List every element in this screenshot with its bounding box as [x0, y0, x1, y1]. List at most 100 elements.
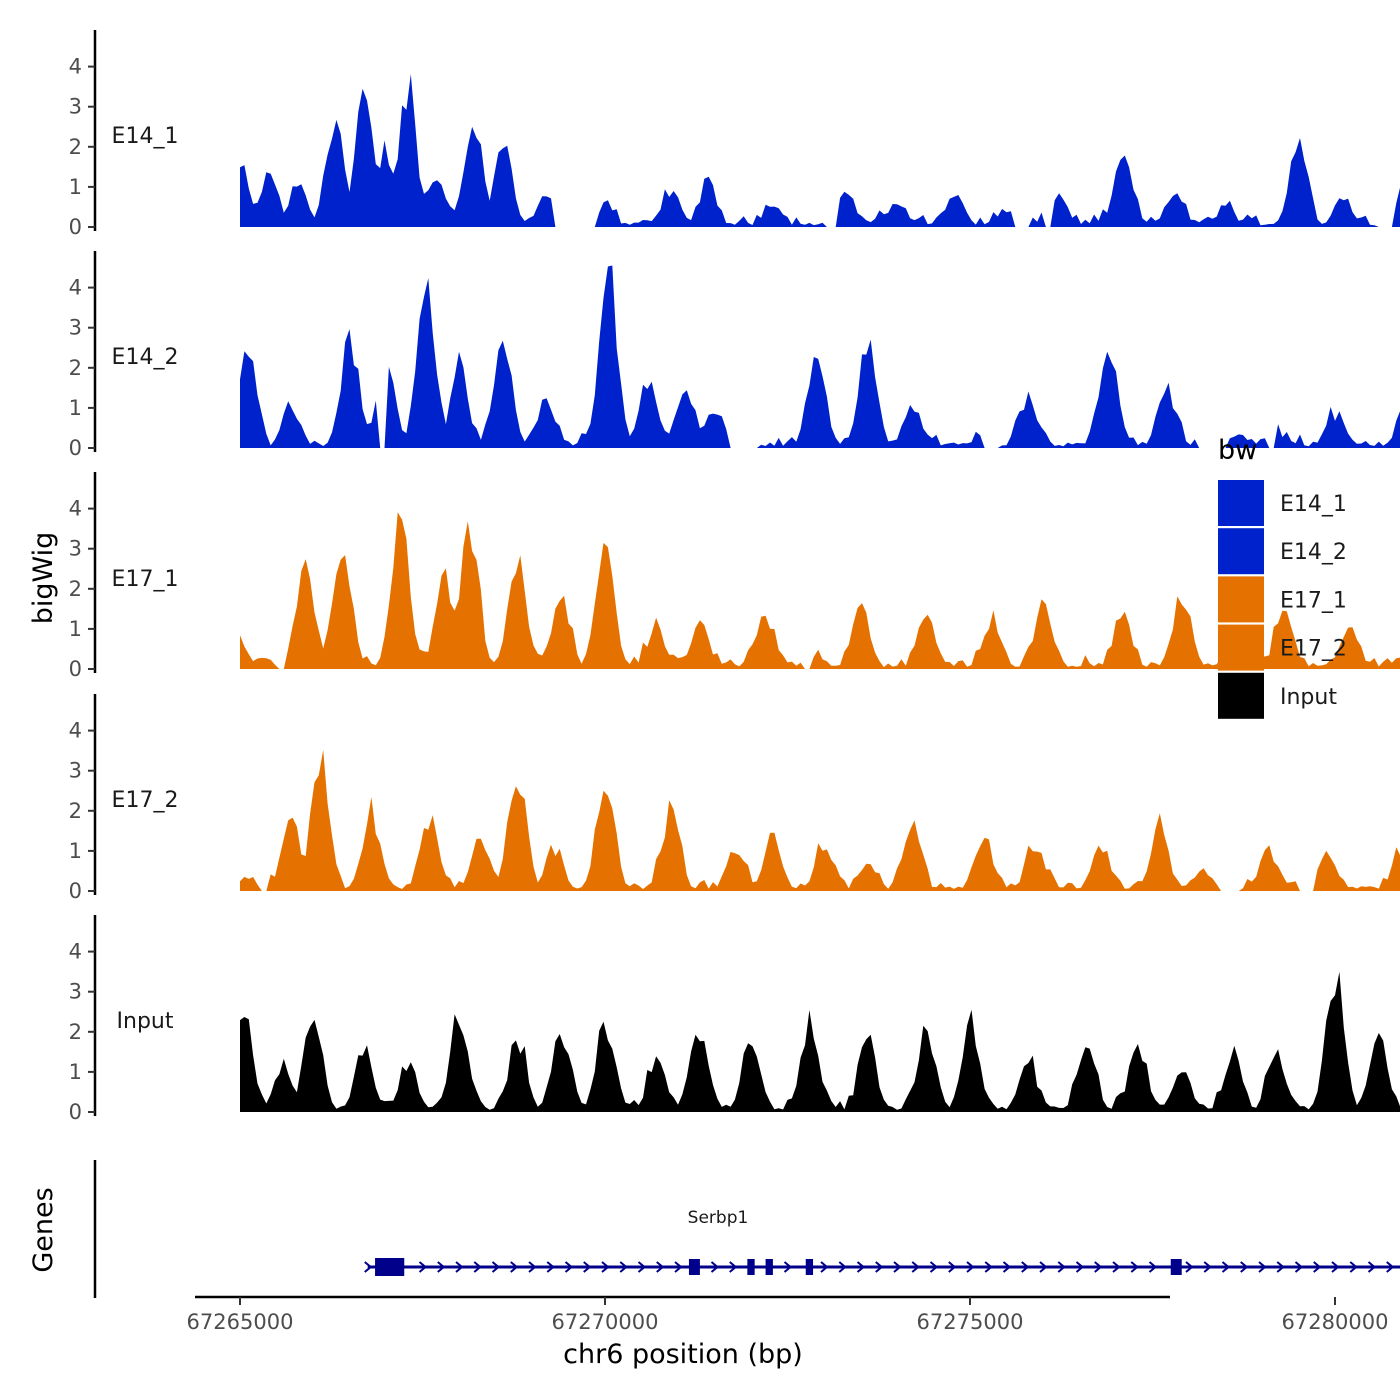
strand-chevron	[1294, 1261, 1304, 1273]
x-axis-title: chr6 position (bp)	[563, 1339, 803, 1370]
strand-chevron	[929, 1261, 939, 1273]
track-e14-1: 0 1 2 3 4 E14_1	[69, 30, 1400, 239]
x-tick-label: 67275000	[917, 1310, 1024, 1334]
y-tick-label: 0	[69, 215, 82, 239]
legend-label: Input	[1280, 685, 1337, 710]
strand-chevron	[1148, 1261, 1158, 1273]
strand-chevron	[418, 1261, 428, 1273]
strand-chevron	[1094, 1261, 1103, 1273]
y-tick-label: 2	[69, 799, 82, 823]
y-tick-label: 2	[69, 135, 82, 159]
y-tick-label: 2	[69, 356, 82, 380]
strand-chevron	[1002, 1261, 1012, 1273]
strand-chevron	[820, 1261, 829, 1273]
legend-swatch	[1218, 528, 1264, 575]
strand-chevron	[546, 1261, 555, 1273]
strand-chevron	[1075, 1261, 1085, 1273]
strand-chevron	[1331, 1261, 1340, 1273]
strand-chevron	[911, 1261, 920, 1273]
strand-chevron	[966, 1261, 975, 1273]
legend-label: E17_2	[1280, 637, 1347, 662]
y-tick-label: 4	[69, 940, 82, 964]
gene-exon	[375, 1258, 405, 1276]
strand-chevron	[948, 1261, 957, 1273]
y-axis-title: bigWig	[28, 532, 59, 625]
strand-chevron	[1313, 1261, 1322, 1273]
y-tick-label: 2	[69, 1020, 82, 1044]
legend-item-e17-1: E17_1	[1218, 576, 1347, 623]
strand-chevron	[1057, 1261, 1066, 1273]
track-e17-2: 0 1 2 3 4 E17_2	[69, 694, 1400, 903]
strand-chevron	[1258, 1261, 1267, 1273]
gene-model	[364, 1258, 1400, 1276]
strand-chevron	[783, 1261, 793, 1273]
strand-chevron	[437, 1261, 446, 1273]
strand-chevron	[455, 1261, 464, 1273]
x-tick-label: 67265000	[187, 1310, 294, 1334]
x-tick-label: 67280000	[1282, 1310, 1389, 1334]
strand-chevron	[710, 1261, 720, 1273]
legend-swatch	[1218, 576, 1264, 623]
strand-chevron	[528, 1261, 537, 1273]
gene-exon	[1170, 1259, 1182, 1275]
legend-item-input: Input	[1218, 672, 1337, 719]
strand-chevron	[601, 1261, 610, 1273]
signal-area-e14-2	[240, 265, 1400, 448]
track-input: 0 1 2 3 4 Input	[69, 915, 1400, 1124]
strand-chevron	[491, 1261, 501, 1273]
strand-chevron	[856, 1261, 866, 1273]
strand-chevron	[1021, 1261, 1030, 1273]
track-label-e14-2: E14_2	[112, 345, 179, 370]
strand-chevron	[984, 1261, 993, 1273]
strand-chevron	[674, 1261, 683, 1273]
track-panels: 0 1 2 3 4 E14_1 0 1 2 3 4 E14_2 0 1 2 3 4 E17_1 0 1 2 3 4 E17_2…	[69, 30, 1400, 1124]
strand-chevron	[1367, 1261, 1377, 1273]
y-tick-label: 3	[69, 980, 82, 1004]
track-e14-2: 0 1 2 3 4 E14_2	[69, 251, 1400, 460]
y-tick-label: 0	[69, 879, 82, 903]
strand-chevron	[1039, 1261, 1048, 1273]
gene-exon	[765, 1259, 773, 1275]
y-tick-label: 1	[69, 839, 82, 863]
legend-label: E14_1	[1280, 492, 1347, 517]
legend-swatch	[1218, 480, 1264, 526]
y-tick-label: 3	[69, 316, 82, 340]
legend-item-e17-2: E17_2	[1218, 624, 1347, 671]
legend-swatch	[1218, 624, 1264, 671]
y-tick-label: 1	[69, 617, 82, 641]
strand-chevron	[364, 1261, 373, 1273]
strand-chevron	[656, 1261, 665, 1273]
legend-item-e14-1: E14_1	[1218, 480, 1347, 526]
strand-chevron	[729, 1261, 738, 1273]
strand-chevron	[637, 1261, 647, 1273]
legend-label: E17_1	[1280, 588, 1347, 613]
signal-area-e14-1	[240, 74, 1400, 227]
strand-chevron	[1221, 1261, 1231, 1273]
genes-panel: Genes Serbp1	[28, 1160, 1400, 1298]
legend-label: E14_2	[1280, 540, 1347, 565]
y-tick-label: 3	[69, 95, 82, 119]
gene-exon	[747, 1259, 755, 1275]
strand-chevron	[473, 1261, 482, 1273]
track-e17-1: 0 1 2 3 4 E17_1	[69, 472, 1400, 681]
y-tick-label: 4	[69, 55, 82, 79]
strand-chevron	[1386, 1261, 1395, 1273]
strand-chevron	[1240, 1261, 1249, 1273]
signal-area-e17-1	[240, 512, 1400, 669]
y-tick-label: 0	[69, 436, 82, 460]
strand-chevron	[1185, 1261, 1194, 1273]
strand-chevron	[1112, 1261, 1121, 1273]
strand-chevron	[1349, 1261, 1358, 1273]
signal-area-e17-2	[240, 749, 1400, 891]
strand-chevron	[1276, 1261, 1285, 1273]
legend-item-e14-2: E14_2	[1218, 528, 1347, 575]
y-tick-label: 1	[69, 175, 82, 199]
y-tick-label: 2	[69, 577, 82, 601]
y-tick-label: 0	[69, 657, 82, 681]
gene-exon	[805, 1259, 814, 1275]
strand-chevron	[510, 1261, 519, 1273]
strand-chevron	[619, 1261, 628, 1273]
y-tick-label: 3	[69, 759, 82, 783]
strand-chevron	[875, 1261, 884, 1273]
